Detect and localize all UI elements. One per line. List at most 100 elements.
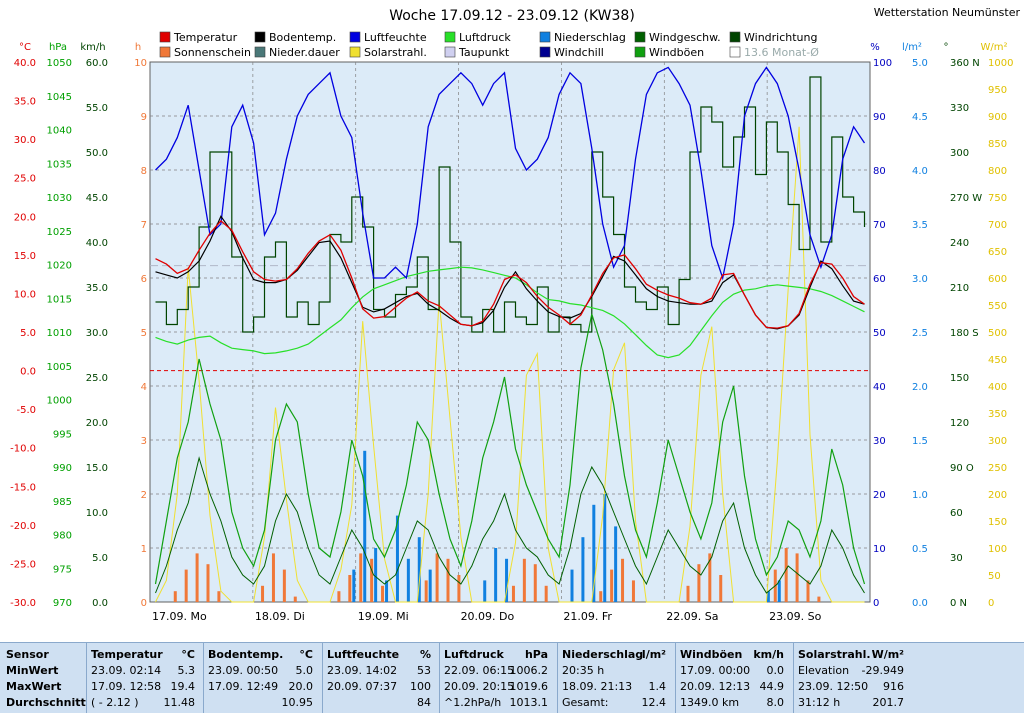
sunshine-bar (533, 564, 537, 602)
y-tick-label: 60 (950, 508, 963, 519)
stats-value: 1019.6 (509, 680, 549, 693)
sunshine-bar (261, 585, 265, 602)
sunshine-bar (424, 580, 428, 602)
sunshine-bar (708, 553, 712, 602)
stats-sensor-name: Luftdruck (444, 648, 504, 661)
stats-value: 5.0 (295, 664, 314, 677)
sunshine-bar (195, 553, 199, 602)
y-tick-label: 2 (141, 490, 147, 501)
stats-time: 23.09. 02:14 (91, 664, 162, 677)
y-tick-label: 3.5 (912, 220, 928, 231)
y-tick-label: 4.0 (912, 166, 928, 177)
y-tick-label: 40.0 (14, 58, 36, 69)
y-tick-label: 30 (950, 553, 963, 564)
legend-label: Sonnenschein (174, 46, 251, 59)
y-tick-label: 300 (988, 436, 1007, 447)
precipitation-bar (494, 548, 498, 602)
y-tick-label: 150 (950, 373, 969, 384)
stats-value: 8.0 (766, 696, 785, 709)
y-tick-label: 330 (950, 103, 969, 114)
stats-time: 1349.0 km (680, 696, 740, 709)
y-tick-label: 0.0 (92, 598, 108, 609)
x-tick-label: 23.09. So (769, 610, 821, 623)
axis-unit-label: % (870, 42, 880, 53)
y-tick-label: 50 (873, 328, 886, 339)
stats-time: 22.09. 06:15 (444, 664, 515, 677)
y-tick-label: 975 (53, 564, 72, 575)
y-tick-label: 1035 (47, 159, 72, 170)
y-tick-label: 3 (141, 436, 147, 447)
y-tick-label: 20 (873, 490, 886, 501)
sunshine-bar (348, 575, 352, 602)
precipitation-bar (603, 494, 607, 602)
stats-value: 11.48 (163, 696, 196, 709)
x-tick-label: 19.09. Mi (358, 610, 409, 623)
legend-label: Solarstrahl. (364, 46, 427, 59)
series-line-windrichtung (155, 76, 866, 333)
sunshine-bar (381, 585, 385, 602)
sunshine-bar (206, 564, 210, 602)
y-tick-label: 850 (988, 139, 1007, 150)
station-name: Wetterstation Neumünster (874, 6, 1021, 19)
stats-time: Elevation (798, 664, 850, 677)
y-tick-label: -15.0 (10, 482, 36, 493)
y-tick-label: 0.5 (912, 544, 928, 555)
stats-time: Gesamt: (562, 696, 609, 709)
sunshine-bar (184, 569, 188, 602)
legend-label: Niederschlag (554, 31, 626, 44)
legend-swatch (254, 46, 266, 58)
stats-value: 19.4 (170, 680, 196, 693)
stats-row-label: MaxWert (6, 680, 62, 693)
y-tick-label: 970 (53, 598, 72, 609)
y-tick-label: 60.0 (86, 58, 108, 69)
y-tick-label: 30.0 (86, 328, 108, 339)
y-tick-label: 4 (141, 382, 147, 393)
y-tick-label: 1045 (47, 92, 72, 103)
sunshine-bar (599, 591, 603, 602)
legend-swatch (729, 46, 741, 58)
axis-unit-label: ° (944, 42, 949, 53)
y-tick-label: 1 (141, 544, 147, 555)
chart-title: Woche 17.09.12 - 23.09.12 (KW38) (389, 8, 635, 24)
legend-swatch (634, 46, 646, 58)
sunshine-bar (370, 558, 374, 602)
y-tick-label: 7 (141, 220, 147, 231)
sunshine-bar (511, 585, 515, 602)
y-tick-label: 5.0 (20, 328, 36, 339)
legend-label: Windchill (554, 46, 604, 59)
y-tick-label: 1000 (47, 396, 72, 407)
y-tick-label: 550 (988, 301, 1007, 312)
legend-swatch (349, 46, 361, 58)
sunshine-bar (173, 591, 177, 602)
y-tick-label: 10.0 (14, 289, 36, 300)
precipitation-bar (385, 580, 389, 602)
y-tick-label: 1025 (47, 227, 72, 238)
stats-time: ^1.2hPa/h (444, 696, 502, 709)
x-tick-label: 22.09. Sa (666, 610, 718, 623)
statistics-table: Sensor MinWert MaxWert Durchschnitt Temperat… (0, 642, 1024, 713)
sunshine-bar (631, 580, 635, 602)
axis-unit-label: °C (19, 42, 31, 53)
stats-unit: hPa (524, 648, 548, 661)
legend-swatch (729, 31, 741, 43)
precipitation-bar (352, 569, 356, 602)
sunshine-bar (686, 585, 690, 602)
weather-chart: 17.09. Mo 18.09. Di 19.09. Mi 20.09. Do 21.0… (10, 6, 1021, 623)
y-tick-label: 50 (988, 571, 1001, 582)
y-tick-label: 240 (950, 238, 969, 249)
precipitation-bar (614, 526, 618, 602)
y-tick-label: 2.5 (912, 328, 928, 339)
stats-sensor-name: Niederschlag (562, 648, 644, 661)
legend-swatch (349, 31, 361, 43)
legend-label: Bodentemp. (269, 31, 336, 44)
stats-time: 20.09. 20:15 (444, 680, 515, 693)
precipitation-bar (363, 450, 367, 602)
legend-swatch (444, 46, 456, 58)
y-tick-label: 10 (134, 58, 147, 69)
y-tick-label: 4.5 (912, 112, 928, 123)
sunshine-bar (621, 558, 625, 602)
stats-unit: km/h (753, 648, 784, 661)
y-tick-label: 300 (950, 148, 969, 159)
y-tick-label: 0.0 (20, 367, 36, 378)
y-tick-label: 210 (950, 283, 969, 294)
